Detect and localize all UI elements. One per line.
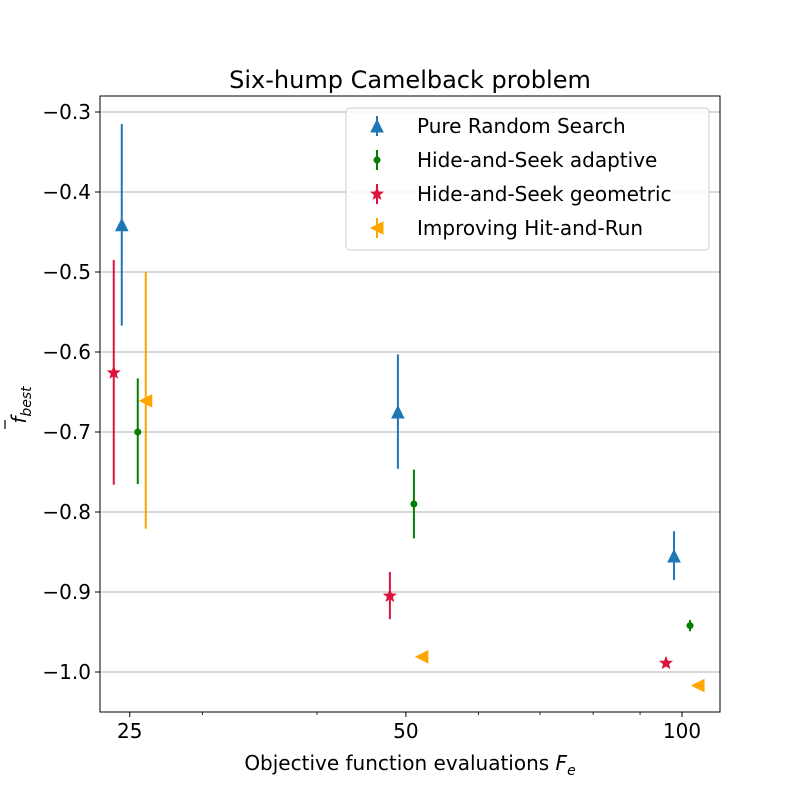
data-point [138,393,153,408]
series-improving-hit-and-run [138,272,705,693]
y-axis-label-var: f [7,414,31,424]
svg-text:fbest: fbest [7,386,35,424]
data-point [382,588,397,602]
series-group [106,124,705,693]
legend-label: Improving Hit-and-Run [417,216,643,240]
legend-box [345,107,710,251]
data-point [410,500,418,508]
x-axis-label-base: Objective function evaluations [244,751,555,775]
x-axis-label: Objective function evaluations Fe [244,751,575,779]
x-tick-label: 50 [393,719,418,743]
data-point [690,678,705,693]
y-axis-label-sub: best [19,386,35,417]
series-hide-and-seek-adaptive [134,378,694,632]
series-hide-and-seek-geometric [106,260,674,670]
legend-swatch-marker [370,118,384,133]
x-axis-label-sub: e [567,763,576,779]
y-axis: −1.0 −0.9 −0.8 −0.7 −0.6 −0.5 −0.4 −0.3 [42,100,100,684]
y-tick-label: −0.9 [42,580,91,604]
data-point [686,622,694,630]
y-axis-label: fbest [4,386,35,429]
data-point [114,217,129,232]
y-tick-label: −1.0 [42,660,91,684]
legend-swatch-marker [373,156,381,164]
legend-swatch-marker [369,186,385,200]
x-axis-label-var: F [556,751,568,775]
y-tick-label: −0.7 [42,420,91,444]
data-point [659,655,674,670]
legend-label: Pure Random Search [417,114,626,138]
x-tick-label: 100 [663,719,701,743]
plot-frame [99,95,721,713]
chart-title: Six-hump Camelback problem [229,66,591,94]
series-pure-random-search [114,124,681,580]
y-tick-label: −0.4 [42,180,91,204]
x-axis: 25 50 100 [117,712,701,743]
legend: Pure Random Search Hide-and-Seek adaptive… [345,107,710,251]
legend-swatch-marker [369,221,384,235]
x-tick-label: 25 [117,719,142,743]
y-tick-label: −0.3 [42,100,91,124]
data-point [134,428,142,436]
y-tick-label: −0.6 [42,340,91,364]
data-point [391,404,405,419]
data-point [414,649,429,664]
y-tick-label: −0.8 [42,500,91,524]
data-point [106,365,121,379]
data-point [667,548,681,563]
legend-label: Hide-and-Seek adaptive [417,148,657,172]
legend-label: Hide-and-Seek geometric [417,182,672,206]
y-tick-label: −0.5 [42,260,91,284]
